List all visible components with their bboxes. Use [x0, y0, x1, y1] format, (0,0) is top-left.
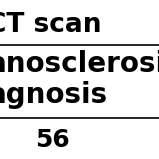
Text: agnosis: agnosis — [0, 81, 107, 109]
Text: 56: 56 — [35, 128, 70, 152]
Text: anosclerosis: anosclerosis — [0, 50, 159, 78]
Text: CT scan: CT scan — [0, 12, 102, 38]
